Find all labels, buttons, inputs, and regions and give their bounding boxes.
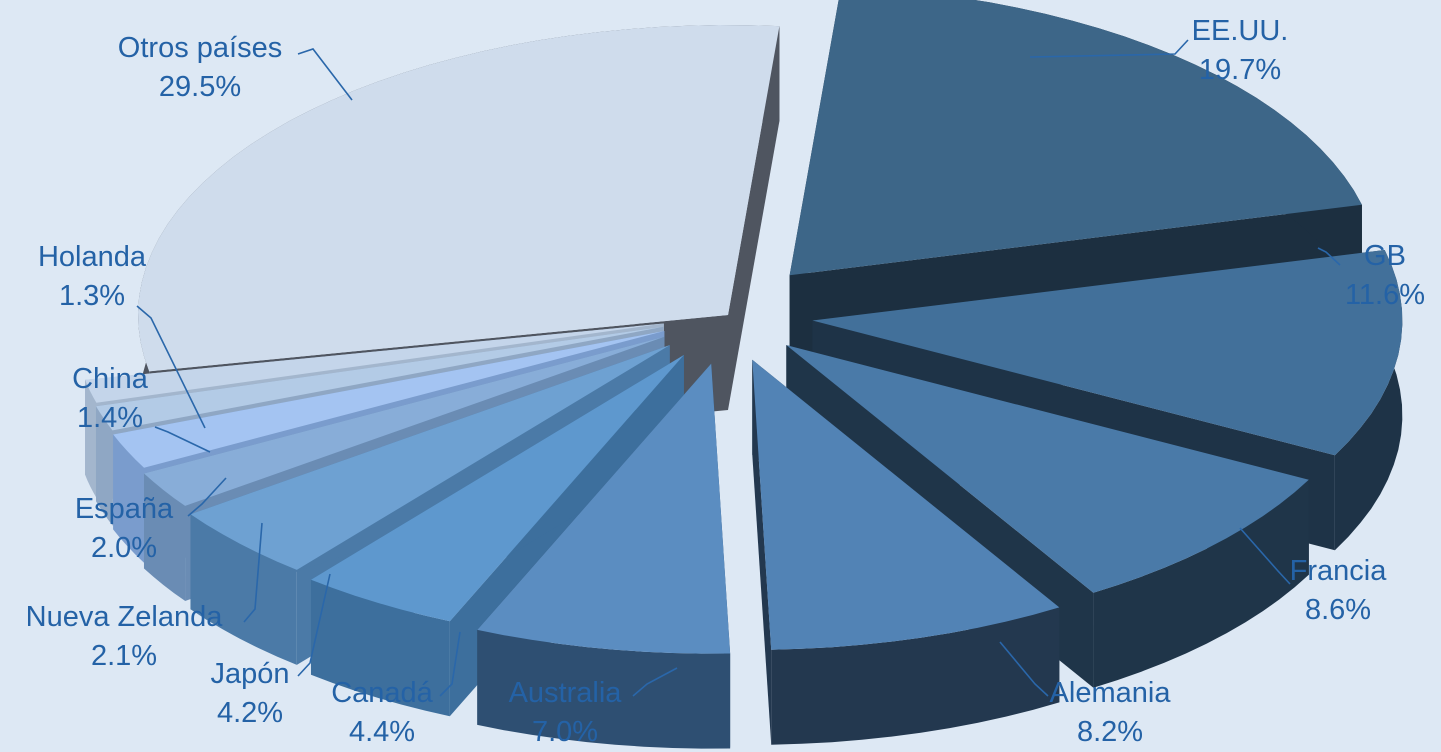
slice-nueva-zelanda: [144, 336, 665, 506]
leader-line-espana: [187, 477, 227, 517]
slice-espana: [113, 330, 665, 468]
leader-line-ee-uu: [1029, 39, 1189, 58]
slice-gb: [812, 250, 1403, 456]
slice-alemania: [752, 359, 1060, 650]
slice-australia: [477, 363, 731, 654]
slice-ee-uu: [789, 0, 1362, 276]
slice-otros-paises: [138, 25, 780, 372]
leader-line-francia: [1239, 527, 1291, 585]
slice-holanda: [85, 323, 664, 403]
slice-label-holanda: Holanda: [38, 241, 147, 273]
slice-canada: [311, 354, 684, 622]
leader-line-otros-paises: [297, 48, 353, 101]
slice-china: [96, 326, 664, 431]
leader-line-australia: [632, 667, 678, 697]
slice-value-francia: 8.6%: [1305, 594, 1371, 626]
leader-line-alemania: [999, 641, 1049, 697]
slice-labels: EE.UU. 19.7% GB 11.6% Francia 8.6% Alemania 8.2…: [26, 15, 1425, 748]
slice-label-ee-uu: EE.UU.: [1192, 15, 1289, 47]
slice-japon: [190, 345, 670, 570]
slice-value-holanda: 1.3%: [59, 280, 125, 312]
leader-line-gb: [1317, 247, 1341, 266]
slice-value-otros-paises: 29.5%: [159, 71, 241, 103]
slice-label-francia: Francia: [1290, 555, 1388, 587]
slice-side-alemania-b: [752, 359, 772, 745]
leader-line-nueva-zelanda: [243, 522, 263, 623]
slice-value-alemania: 8.2%: [1077, 716, 1143, 748]
slice-value-china: 1.4%: [77, 402, 143, 434]
slice-label-gb: GB: [1364, 240, 1406, 272]
leader-line-holanda: [136, 305, 206, 429]
slice-wall-australia: [477, 629, 731, 749]
slice-wall-japon: [190, 514, 297, 665]
slice-value-espana: 2.0%: [91, 532, 157, 564]
slice-label-otros-paises: Otros países: [118, 32, 282, 64]
slice-label-japon: Japón: [210, 658, 289, 690]
leader-line-japon: [297, 573, 331, 677]
slice-label-china: China: [72, 363, 149, 395]
slice-side-otros-paises-b: [728, 26, 780, 410]
slice-value-japon: 4.2%: [217, 697, 283, 729]
slice-label-canada: Canadá: [331, 677, 433, 709]
slice-value-canada: 4.4%: [349, 716, 415, 748]
slice-label-nueva-zelanda: Nueva Zelanda: [26, 601, 224, 633]
leader-line-canada: [439, 631, 461, 697]
leader-lines: [136, 39, 1341, 697]
slice-value-ee-uu: 19.7%: [1199, 54, 1281, 86]
slice-value-gb: 11.6%: [1345, 279, 1425, 311]
slice-wall-holanda: [85, 379, 97, 498]
slice-francia: [786, 345, 1309, 593]
slice-wall-canada: [311, 579, 450, 717]
slice-wall-china: [96, 406, 113, 526]
slice-value-australia: 7.0%: [532, 716, 598, 748]
slice-tops: [85, 0, 1403, 654]
slice-wall-alemania: [771, 607, 1060, 745]
slice-wall-francia: [1093, 479, 1309, 688]
slice-value-nueva-zelanda: 2.1%: [91, 640, 157, 672]
leader-line-china: [154, 426, 211, 453]
slice-label-australia: Australia: [509, 677, 623, 709]
slice-wall-espana: [113, 434, 144, 563]
slice-label-alemania: Alemania: [1050, 677, 1172, 709]
slice-label-espana: España: [75, 493, 174, 525]
slice-wall-nueva-zelanda: [144, 473, 186, 601]
